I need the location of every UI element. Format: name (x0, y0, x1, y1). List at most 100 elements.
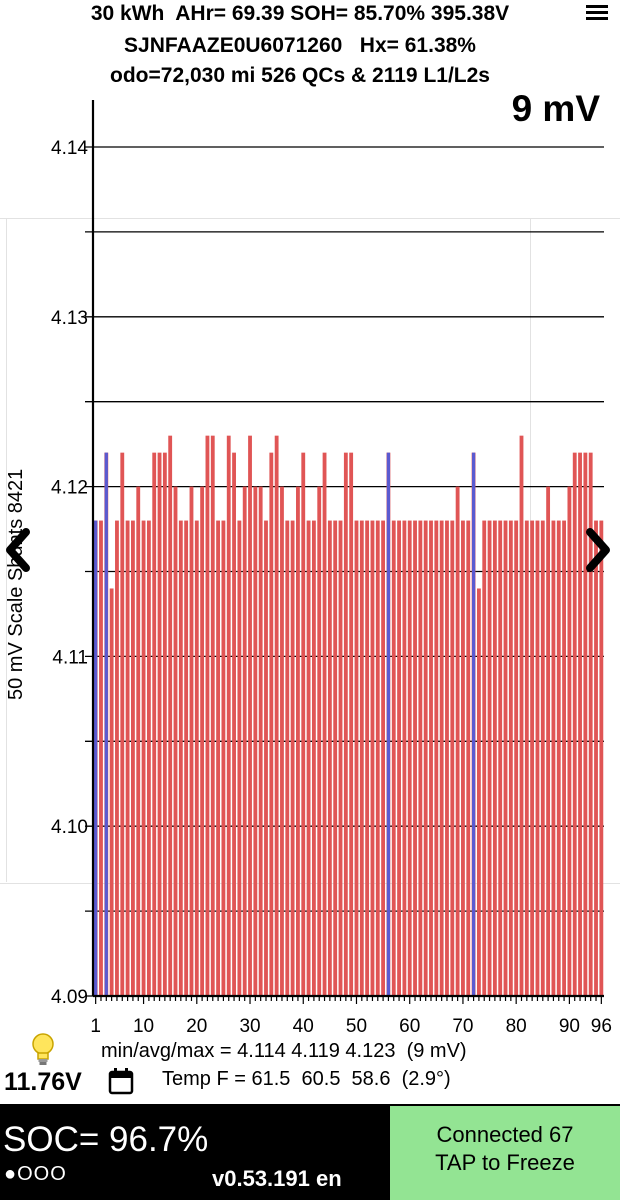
page-indicator-dots[interactable]: ●OOO (4, 1163, 67, 1185)
cell-bar (370, 520, 375, 996)
cell-bar (253, 486, 258, 996)
cell-bar (141, 520, 146, 996)
cell-bar (290, 520, 295, 996)
cell-bar (343, 452, 348, 996)
x-tick-labels: 1 10 20 30 40 50 60 70 80 90 96 (90, 1016, 612, 1037)
tap-to-freeze-text: TAP to Freeze (435, 1150, 575, 1175)
hamburger-menu-icon[interactable] (586, 2, 608, 24)
cell-bar (562, 520, 566, 996)
cell-bar (402, 520, 407, 996)
cell-bar (109, 588, 114, 996)
cell-bar (482, 520, 487, 996)
cell-bar (178, 520, 183, 996)
cell-bar (184, 520, 189, 996)
cell-bar (226, 435, 231, 996)
cell-bar (508, 520, 513, 996)
header-vin-hx: SJNFAAZE0U6071260 Hx= 61.38% (124, 34, 476, 57)
connection-status-button[interactable]: Connected 67 TAP to Freeze (390, 1106, 620, 1200)
cell-bar (530, 520, 535, 996)
cell-bar (418, 520, 423, 996)
axis-layer (91, 100, 604, 1004)
cell-bar (200, 486, 205, 996)
cell-bar (397, 520, 401, 996)
state-of-charge: SOC= 96.7% (3, 1120, 209, 1159)
cell-bar (125, 520, 130, 996)
cell-bar (349, 452, 354, 996)
cell-bar (210, 435, 215, 996)
cell-bar (594, 520, 598, 996)
light-bulb-icon[interactable] (30, 1032, 56, 1068)
cell-bar (375, 520, 380, 996)
cell-bar (439, 520, 444, 996)
cell-bar (232, 452, 236, 996)
x-tick-label: 70 (452, 1016, 473, 1037)
previous-page-chevron-icon[interactable] (2, 528, 32, 572)
x-tick-label: 50 (346, 1016, 367, 1037)
y-tick-labels: 4.09 4.10 4.11 4.12 4.13 4.14 (51, 138, 88, 1008)
cell-bar (413, 520, 417, 996)
cell-bar (274, 435, 279, 996)
cell-bar (120, 452, 125, 996)
cell-bar (264, 520, 268, 996)
cell-bar (487, 520, 492, 996)
cell-bar (365, 520, 370, 996)
temperature-stats: Temp F = 61.5 60.5 58.6 (2.9°) (162, 1068, 451, 1090)
next-page-chevron-icon[interactable] (584, 528, 614, 572)
cell-bar (578, 452, 582, 996)
x-tick-label: 90 (559, 1016, 580, 1037)
cell-bar (189, 486, 194, 996)
cell-bar (524, 520, 529, 996)
cell-bar (162, 452, 167, 996)
y-tick-label: 4.10 (51, 817, 88, 838)
header-odometer: odo=72,030 mi 526 QCs & 2119 L1/L2s (110, 64, 490, 87)
menu-bar-3 (586, 17, 608, 20)
shunt-marker (471, 452, 476, 996)
cell-bar (583, 452, 588, 996)
calendar-icon[interactable] (108, 1068, 134, 1096)
cell-bar (115, 520, 119, 996)
x-tick-label: 20 (186, 1016, 207, 1037)
connection-status-text: Connected 67 (436, 1122, 574, 1147)
cell-bar (445, 520, 449, 996)
aux-battery-voltage: 11.76V (4, 1068, 82, 1096)
cell-bar (338, 520, 343, 996)
cell-voltage-chart: 4.09 4.10 4.11 4.12 4.13 4.14 1 10 20 30 40 50 60 70… (51, 100, 612, 1037)
header-pack-info: 30 kWh AHr= 69.39 SOH= 85.70% 395.38V (90, 2, 510, 25)
cell-bar (423, 520, 428, 996)
cell-bar (492, 520, 497, 996)
cell-bar (237, 520, 242, 996)
cell-bar (269, 452, 274, 996)
cell-bar (429, 520, 433, 996)
cell-bar (514, 520, 519, 996)
cell-bar (242, 486, 247, 996)
cell-bar (407, 520, 412, 996)
cell-bar (173, 486, 178, 996)
cell-bar (146, 520, 151, 996)
cell-bar (572, 452, 577, 996)
app-version: v0.53.191 en (212, 1166, 342, 1191)
cell-bar (450, 520, 455, 996)
cell-bar (535, 520, 540, 996)
cell-bar (519, 435, 524, 996)
x-tick-label: 96 (591, 1016, 612, 1037)
cell-bar (216, 520, 221, 996)
shunt-marker (94, 520, 98, 996)
y-tick-label: 4.13 (51, 308, 88, 329)
cell-bar (498, 520, 503, 996)
bars-layer (93, 435, 604, 996)
cell-bar (131, 520, 135, 996)
cell-bar (168, 435, 173, 996)
x-tick-label: 30 (239, 1016, 260, 1037)
shunt-marker (104, 452, 108, 996)
cell-bar (285, 520, 290, 996)
cell-bar (461, 520, 465, 996)
cell-bar (248, 435, 252, 996)
menu-bar-2 (586, 11, 608, 14)
cell-bar (157, 452, 162, 996)
cell-bar (354, 520, 359, 996)
cell-bar (540, 520, 545, 996)
x-tick-label: 10 (133, 1016, 154, 1037)
cell-bar (280, 486, 284, 996)
cell-bar (333, 520, 338, 996)
x-tick-label: 80 (506, 1016, 527, 1037)
